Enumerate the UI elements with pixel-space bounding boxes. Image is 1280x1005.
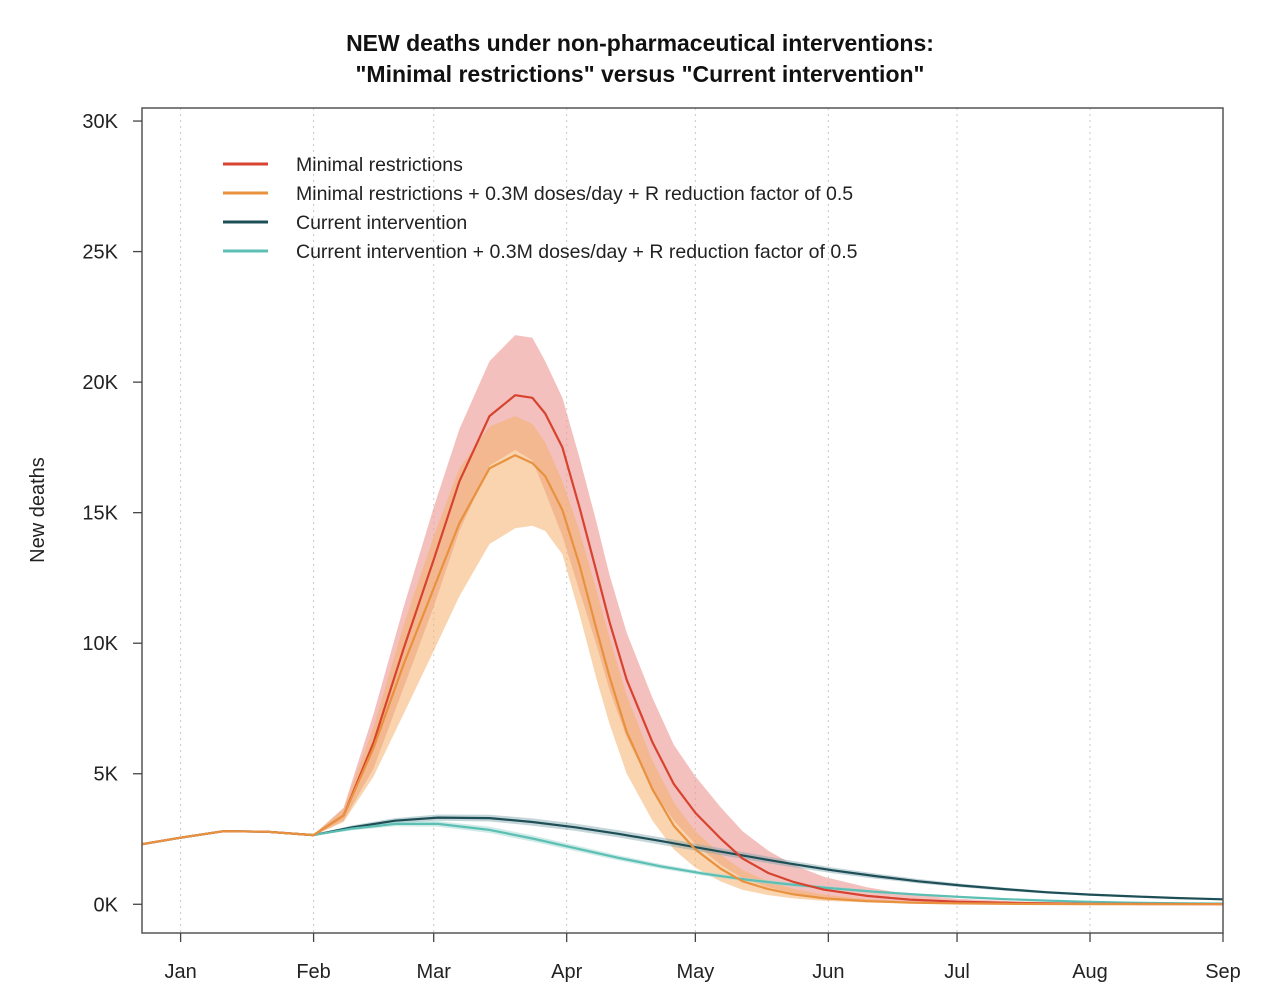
y-tick-label-25k: 25K [82, 242, 118, 264]
x-axis: Jan Feb Mar Apr May Jun Jul Aug Sep [164, 933, 1241, 983]
x-tick-label-mar: Mar [416, 961, 451, 983]
y-tick-label-0k: 0K [94, 894, 119, 916]
x-tick-label-jan: Jan [164, 961, 196, 983]
y-tick-label-15k: 15K [82, 503, 118, 525]
x-tick-label-sep: Sep [1205, 961, 1241, 983]
plot-frame [141, 107, 1224, 934]
legend-label-current-intervention-vaccine: Current intervention + 0.3M doses/day + … [296, 241, 858, 263]
x-tick-label-apr: Apr [551, 961, 582, 983]
y-tick-label-5k: 5K [94, 764, 119, 786]
x-tick-label-aug: Aug [1072, 961, 1108, 983]
x-tick-label-jun: Jun [812, 961, 844, 983]
chart-title: NEW deaths under non-pharmaceutical inte… [0, 28, 1280, 90]
x-tick-label-jul: Jul [944, 961, 970, 983]
x-tick-label-feb: Feb [296, 961, 330, 983]
band-minimal-restrictions [142, 335, 1223, 905]
legend: Minimal restrictions Minimal restrictions… [223, 154, 858, 263]
chart-title-line-1: NEW deaths under non-pharmaceutical inte… [346, 30, 934, 56]
series-line-minimal-restrictions-vaccine [141, 454, 1223, 906]
y-tick-label-30k: 30K [82, 111, 118, 133]
chart-title-line-2: "Minimal restrictions" versus "Current i… [355, 61, 925, 87]
series-layer [141, 335, 1224, 906]
band-minimal-restrictions-vaccine [142, 416, 1223, 905]
y-axis: 0K 5K 10K 15K 20K 25K 30K [82, 111, 142, 916]
legend-label-minimal-restrictions: Minimal restrictions [296, 154, 463, 176]
legend-label-minimal-restrictions-vaccine: Minimal restrictions + 0.3M doses/day + … [296, 183, 853, 205]
x-tick-label-may: May [676, 961, 714, 983]
legend-label-current-intervention: Current intervention [296, 212, 467, 234]
y-tick-label-10k: 10K [82, 633, 118, 655]
y-axis-label: New deaths [27, 457, 49, 563]
series-line-current-intervention-vaccine [141, 822, 1224, 905]
y-tick-label-20k: 20K [82, 372, 118, 394]
